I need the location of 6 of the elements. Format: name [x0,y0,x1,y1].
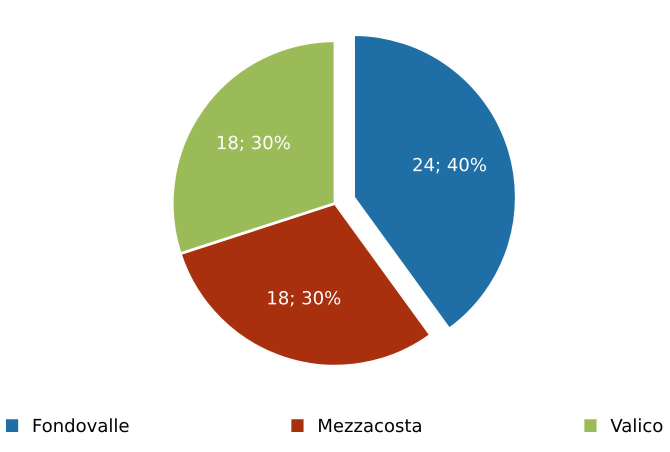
legend-label: Mezzacosta [319,418,421,432]
data-label: 18; 30% [218,136,290,152]
legend-label: Valico [610,418,662,432]
data-label: 18; 30% [268,290,340,306]
legend-label: Fondovalle [34,418,129,432]
data-label: 24; 40% [413,158,486,174]
